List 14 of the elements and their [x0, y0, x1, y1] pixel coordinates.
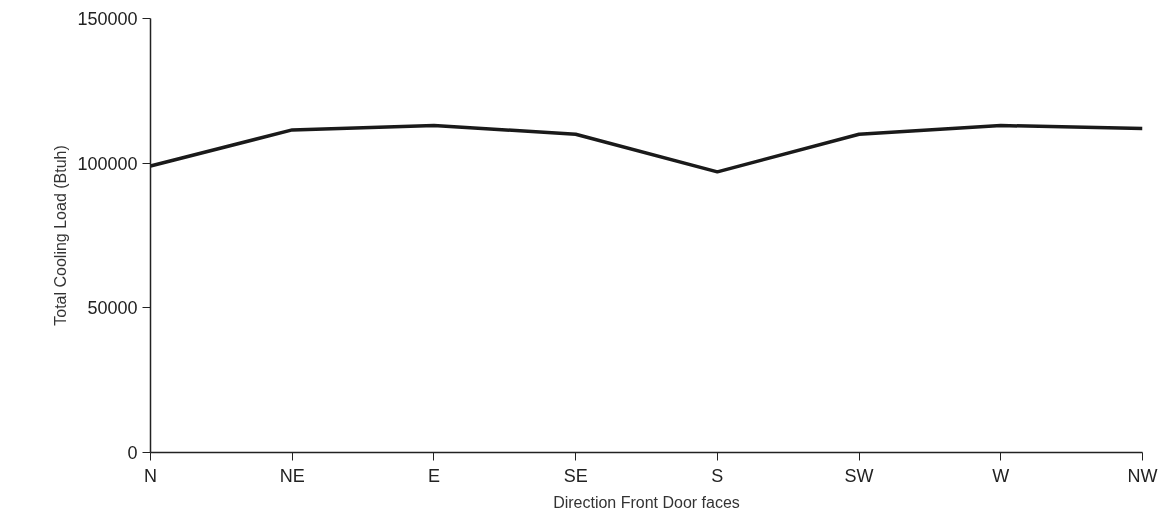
x-tick-label: NE — [279, 465, 305, 486]
x-axis-title: Direction Front Door faces — [553, 493, 740, 511]
y-axis-title: Total Cooling Load (Btuh) — [52, 145, 70, 326]
x-tick-label: SE — [563, 465, 588, 486]
x-tick-label: S — [711, 465, 724, 486]
x-tick-label: NW — [1127, 465, 1158, 486]
x-tick-label: SW — [844, 465, 874, 486]
y-tick-label: 0 — [127, 443, 138, 463]
y-tick-label: 150000 — [77, 9, 138, 29]
x-tick-label: N — [144, 465, 157, 486]
x-tick-label: E — [427, 465, 440, 486]
x-tick-label: W — [992, 465, 1010, 486]
y-tick-label: 100000 — [77, 153, 138, 174]
y-tick-label: 50000 — [87, 298, 138, 319]
